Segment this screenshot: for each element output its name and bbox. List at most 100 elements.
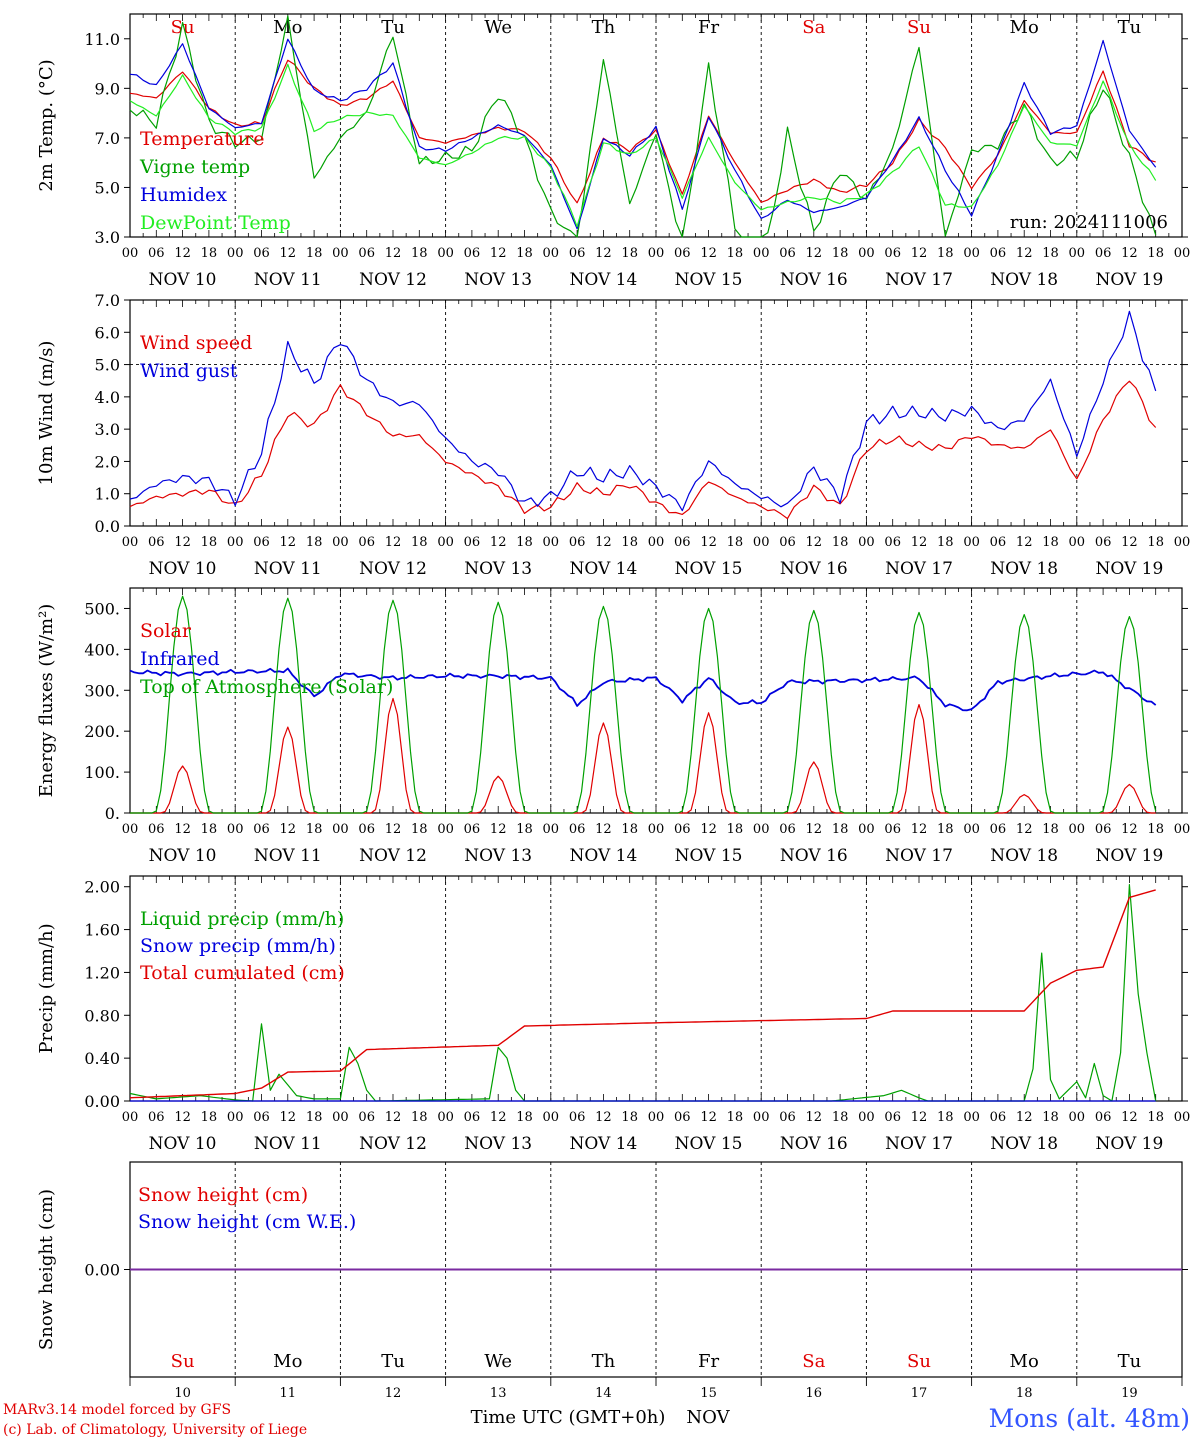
date-label: NOV 16 [780, 270, 848, 290]
hour-tick-label: 06 [148, 822, 165, 837]
legend-entry: Wind gust [140, 360, 238, 382]
day-number-label: 13 [490, 1386, 507, 1401]
date-label: NOV 19 [1095, 270, 1163, 290]
hour-tick-label: 00 [963, 246, 980, 261]
hour-tick-label: 06 [1095, 246, 1112, 261]
hour-tick-label: 12 [174, 1110, 191, 1125]
y-axis-label: 10m Wind (m/s) [36, 341, 57, 486]
hour-tick-label: 06 [884, 822, 901, 837]
hour-tick-label: 00 [543, 535, 560, 550]
hour-tick-label: 06 [674, 535, 691, 550]
hour-tick-label: 06 [674, 822, 691, 837]
date-label: NOV 16 [780, 846, 848, 866]
hour-tick-label: 12 [700, 1110, 717, 1125]
hour-tick-label: 00 [437, 822, 454, 837]
day-number-label: 17 [911, 1386, 928, 1401]
panel-wind: 00 06 12 18 00 06 12 18 00 06 12 18 00 06 12 18 00 06 12 18… [36, 291, 1190, 579]
hour-tick-label: 12 [1121, 246, 1138, 261]
hour-tick-label: 12 [1016, 1110, 1033, 1125]
hour-tick-label: 00 [1069, 1110, 1086, 1125]
hour-tick-label: 06 [569, 246, 586, 261]
hour-tick-label: 00 [1069, 246, 1086, 261]
hour-tick-label: 12 [1121, 535, 1138, 550]
hour-tick-label: 12 [911, 535, 928, 550]
hour-tick-label: 06 [884, 246, 901, 261]
hour-tick-label: 18 [727, 822, 744, 837]
hour-tick-label: 12 [385, 822, 402, 837]
hour-tick-label: 06 [779, 246, 796, 261]
hour-tick-label: 00 [122, 1110, 139, 1125]
hour-tick-label: 12 [490, 535, 507, 550]
hour-tick-label: 12 [280, 535, 297, 550]
hour-tick-label: 06 [990, 1110, 1007, 1125]
date-label: NOV 10 [149, 846, 217, 866]
hour-tick-label: 00 [963, 1110, 980, 1125]
hour-tick-label: 12 [490, 822, 507, 837]
hour-tick-label: 00 [1069, 535, 1086, 550]
y-axis-label: Energy fluxes (W/m²) [36, 604, 57, 798]
hour-tick-label: 12 [595, 822, 612, 837]
y-tick-label: 4.0 [95, 388, 120, 407]
hour-tick-label: 06 [569, 822, 586, 837]
legend-entry: Snow height (cm W.E.) [138, 1211, 356, 1233]
hour-tick-label: 12 [911, 1110, 928, 1125]
y-tick-label: 9.0 [95, 79, 120, 98]
hour-tick-label: 06 [1095, 535, 1112, 550]
hour-tick-label: 18 [832, 1110, 849, 1125]
hour-tick-label: 00 [753, 535, 770, 550]
date-label: NOV 12 [359, 1134, 427, 1154]
hour-tick-label: 18 [1147, 246, 1164, 261]
y-tick-label: 2.0 [95, 452, 120, 471]
hour-tick-label: 06 [253, 246, 270, 261]
hour-tick-label: 00 [227, 535, 244, 550]
date-label: NOV 12 [359, 270, 427, 290]
hour-tick-label: 18 [1042, 822, 1059, 837]
hour-tick-label: 18 [306, 246, 323, 261]
day-number-label: 12 [385, 1386, 402, 1401]
series-line [129, 38, 1157, 230]
date-label: NOV 15 [675, 846, 743, 866]
hour-tick-label: 00 [332, 1110, 349, 1125]
series-line [129, 63, 1157, 228]
hour-tick-label: 12 [385, 535, 402, 550]
hour-tick-label: 06 [569, 535, 586, 550]
hour-tick-label: 00 [858, 535, 875, 550]
weekday-label: We [484, 17, 512, 38]
hour-tick-label: 00 [332, 822, 349, 837]
hour-tick-label: 12 [911, 246, 928, 261]
y-tick-label: 0.40 [84, 1049, 120, 1068]
hour-tick-label: 06 [1095, 822, 1112, 837]
legend-entry: Temperature [140, 128, 264, 150]
y-tick-label: 1.0 [95, 485, 120, 504]
date-label: NOV 11 [254, 1134, 322, 1154]
legend-entry: Humidex [140, 184, 227, 206]
hour-tick-label: 00 [332, 535, 349, 550]
hour-tick-label: 00 [227, 246, 244, 261]
weekday-label: Fr [698, 1351, 719, 1372]
hour-tick-label: 12 [806, 535, 823, 550]
hour-tick-label: 06 [1095, 1110, 1112, 1125]
hour-tick-label: 06 [358, 535, 375, 550]
hour-tick-label: 18 [727, 1110, 744, 1125]
hour-tick-label: 18 [306, 1110, 323, 1125]
legend-entry: Snow precip (mm/h) [140, 935, 336, 957]
hour-tick-label: 00 [648, 535, 665, 550]
date-label: NOV 18 [990, 559, 1058, 579]
date-label: NOV 19 [1095, 1134, 1163, 1154]
hour-tick-label: 12 [806, 1110, 823, 1125]
date-label: NOV 15 [675, 1134, 743, 1154]
hour-tick-label: 00 [648, 822, 665, 837]
hour-tick-label: 00 [543, 1110, 560, 1125]
hour-tick-label: 06 [990, 246, 1007, 261]
hour-tick-label: 00 [648, 1110, 665, 1125]
date-label: NOV 15 [675, 559, 743, 579]
hour-tick-label: 06 [358, 1110, 375, 1125]
weekday-label: Mo [273, 1351, 302, 1372]
weekday-label: Tu [381, 17, 405, 38]
day-number-label: 14 [595, 1386, 612, 1401]
hour-tick-label: 12 [174, 535, 191, 550]
hour-tick-label: 06 [779, 1110, 796, 1125]
date-label: NOV 14 [569, 1134, 637, 1154]
hour-tick-label: 00 [1174, 246, 1191, 261]
